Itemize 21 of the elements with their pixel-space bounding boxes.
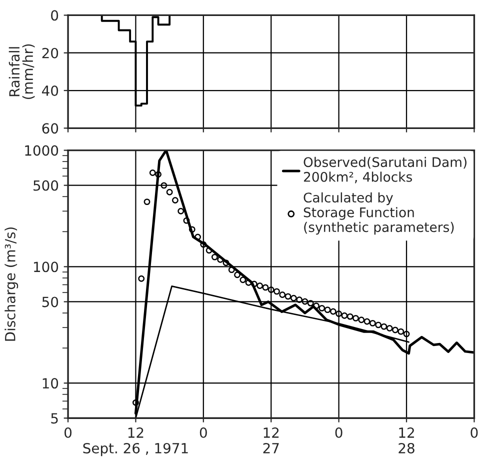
x-tick-label: 0: [470, 427, 478, 438]
y-tick-label: 10: [42, 378, 58, 389]
x-tick-label: 12 Sept. 26 , 1971: [83, 427, 188, 456]
y-axis-title: Rainfall (mm/hr): [8, 44, 35, 100]
x-tick-label: 12 27: [263, 427, 279, 454]
legend-label: Observed(Sarutani Dam) 200km², 4blocks: [304, 156, 466, 184]
y-tick-label: 20: [42, 48, 58, 58]
y-tick-label: 50: [42, 296, 58, 308]
y-tick-label: 40: [42, 85, 58, 96]
x-tick-label: 0: [200, 427, 207, 438]
y-tick-label: 100: [34, 262, 58, 272]
x-tick-label: 0: [64, 427, 72, 438]
y-tick-label: 60: [42, 123, 58, 134]
legend-label: Calculated by Storage Function (synthetic parameters): [304, 192, 454, 235]
x-tick-label: 12 28: [398, 427, 414, 454]
y-axis-title: Discharge (m³/s): [4, 227, 18, 341]
y-tick-label: 1000: [25, 145, 58, 156]
y-tick-label: 5: [51, 413, 58, 424]
y-tick-label: 0: [51, 10, 58, 21]
x-tick-label: 0: [335, 427, 342, 438]
y-tick-label: 500: [34, 180, 58, 191]
